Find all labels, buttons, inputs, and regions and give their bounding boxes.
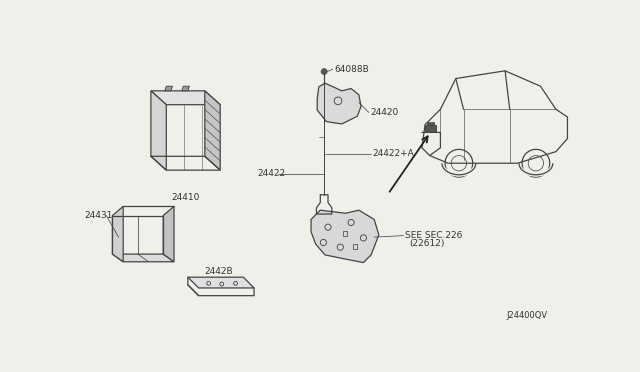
- Text: 24410: 24410: [172, 193, 200, 202]
- Text: 24431: 24431: [84, 211, 113, 220]
- Bar: [342, 231, 348, 235]
- Bar: [425, 125, 436, 132]
- Polygon shape: [188, 277, 254, 288]
- Text: SEE SEC.226: SEE SEC.226: [405, 231, 462, 240]
- Text: (22612): (22612): [410, 239, 445, 248]
- Polygon shape: [317, 83, 361, 124]
- Circle shape: [321, 69, 327, 74]
- Circle shape: [445, 150, 473, 177]
- Text: J24400QV: J24400QV: [507, 311, 548, 320]
- Polygon shape: [164, 86, 172, 91]
- Bar: [431, 122, 435, 125]
- Text: 24420: 24420: [371, 108, 399, 117]
- Polygon shape: [113, 254, 174, 262]
- Polygon shape: [182, 86, 189, 91]
- Polygon shape: [205, 91, 220, 170]
- Polygon shape: [163, 206, 174, 262]
- Bar: [427, 122, 429, 125]
- Text: 24422+A: 24422+A: [372, 150, 415, 158]
- Text: 24422: 24422: [257, 170, 285, 179]
- Polygon shape: [113, 206, 123, 262]
- Text: 64088B: 64088B: [334, 65, 369, 74]
- Circle shape: [522, 150, 550, 177]
- Polygon shape: [311, 210, 379, 263]
- Polygon shape: [151, 91, 220, 105]
- Polygon shape: [151, 91, 166, 170]
- Text: 2442B: 2442B: [204, 267, 233, 276]
- Bar: [353, 244, 357, 249]
